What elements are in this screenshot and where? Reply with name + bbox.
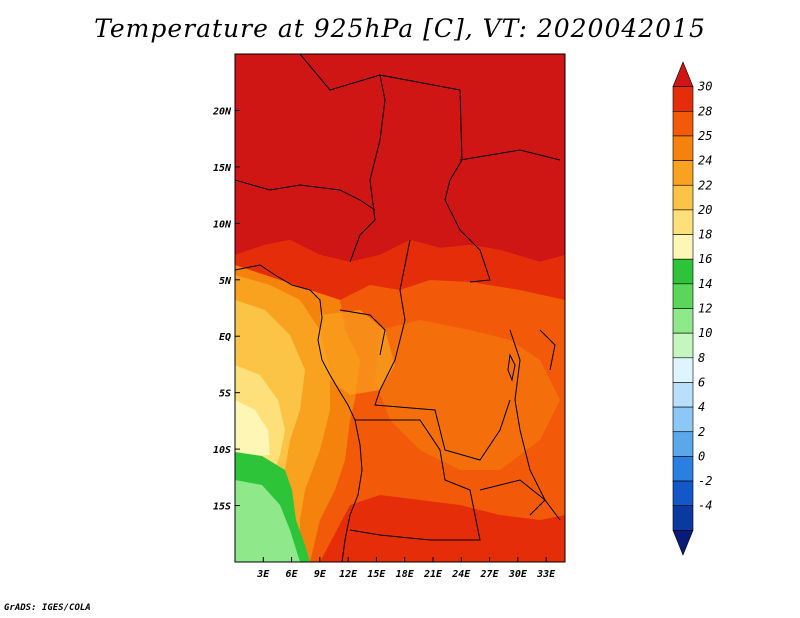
border-9 <box>479 479 546 516</box>
x-tick-label: 21E <box>423 569 443 580</box>
colorbar-swatch <box>672 234 694 260</box>
colorbar-label: 28 <box>698 104 712 118</box>
colorbar-label: 30 <box>697 80 712 94</box>
colorbar-swatch <box>672 406 694 433</box>
colorbar-label: 0 <box>698 449 705 463</box>
credit-text: GrADS: IGES/COLA <box>4 603 91 613</box>
y-tick-label: 10N <box>213 219 232 230</box>
border-5 <box>374 239 511 461</box>
colorbar-label: 2 <box>698 425 705 439</box>
colorbar-swatch <box>672 258 694 285</box>
colorbar-label: -4 <box>698 499 712 513</box>
coastline-borders <box>235 54 561 562</box>
colorbar-swatch <box>672 184 694 211</box>
border-4 <box>459 149 561 161</box>
border-3 <box>235 179 376 211</box>
y-tick-label: 5S <box>219 389 231 400</box>
x-tick-label: 15E <box>367 569 386 580</box>
colorbar-label: 18 <box>698 228 712 242</box>
border-10 <box>539 329 556 371</box>
x-tick-label: 30E <box>508 569 528 580</box>
colorbar-label: 22 <box>698 178 712 192</box>
colorbar-swatch <box>672 308 694 334</box>
y-tick-label: 10S <box>213 445 231 456</box>
colorbar-label: 6 <box>698 375 705 389</box>
y-tick-label: EQ <box>219 332 231 343</box>
lake <box>507 353 516 382</box>
y-tick-label: 20N <box>212 106 232 117</box>
colorbar-label: 25 <box>698 129 712 143</box>
x-tick-label: 24E <box>451 569 471 580</box>
border-7 <box>349 419 481 541</box>
colorbar-swatch <box>672 456 694 482</box>
colorbar-label: 8 <box>698 351 705 365</box>
region-28c-south <box>320 495 565 562</box>
colorbar-label: -2 <box>698 474 712 488</box>
colorbar-swatch <box>672 505 694 531</box>
y-axis: 20N 15N 10N 5N EQ 5S 10S 15S <box>212 106 240 513</box>
colorbar-swatch <box>672 530 694 556</box>
border-2 <box>379 74 491 283</box>
colorbar-swatch <box>672 283 694 309</box>
colorbar-swatch <box>672 357 694 383</box>
colorbar-label: 20 <box>698 203 712 217</box>
x-axis: 3E 6E 9E 12E 15E 18E 21E 24E 27E 30E 33E <box>256 557 556 580</box>
y-tick-label: 5N <box>219 276 232 287</box>
x-tick-label: 9E <box>314 569 327 580</box>
colorbar-swatch <box>672 332 694 359</box>
colorbar-swatch <box>672 480 694 506</box>
colorbar-label: 12 <box>698 302 712 316</box>
colorbar-swatch <box>672 431 694 457</box>
colorbar-label: 10 <box>698 326 712 340</box>
x-tick-label: 12E <box>339 569 358 580</box>
colorbar-swatch <box>672 382 694 408</box>
temperature-field <box>235 54 565 562</box>
colorbar-label: 16 <box>698 252 712 266</box>
x-tick-label: 27E <box>480 569 500 580</box>
x-tick-label: 6E <box>286 569 299 580</box>
colorbar-label: 24 <box>698 154 712 168</box>
region-sahel-30c <box>235 54 565 262</box>
x-tick-label: 33E <box>536 569 556 580</box>
colorbar-swatch <box>672 135 694 161</box>
x-tick-label: 18E <box>396 569 415 580</box>
region-interior-25c <box>375 320 560 470</box>
region-congo-24c <box>320 310 395 395</box>
border-1 <box>299 54 386 263</box>
colorbar-swatch <box>672 160 694 186</box>
coastline <box>235 264 363 562</box>
colorbar-swatch <box>672 86 694 112</box>
colorbar-swatch <box>672 61 694 87</box>
y-tick-label: 15N <box>213 163 232 174</box>
colorbar-label: 14 <box>698 277 712 291</box>
colorbar-label: 4 <box>698 400 705 414</box>
border-6 <box>339 309 386 356</box>
plot-frame <box>234 53 566 563</box>
chart-title: Temperature at 925hPa [C], VT: 202004201… <box>94 14 706 43</box>
y-tick-label: 15S <box>213 502 231 513</box>
x-tick-label: 3E <box>256 569 270 580</box>
region-18c-pale <box>235 400 270 458</box>
colorbar-swatch <box>672 111 694 137</box>
region-28c <box>235 240 565 300</box>
colorbar-swatch <box>672 209 694 235</box>
region-14c <box>235 480 300 562</box>
